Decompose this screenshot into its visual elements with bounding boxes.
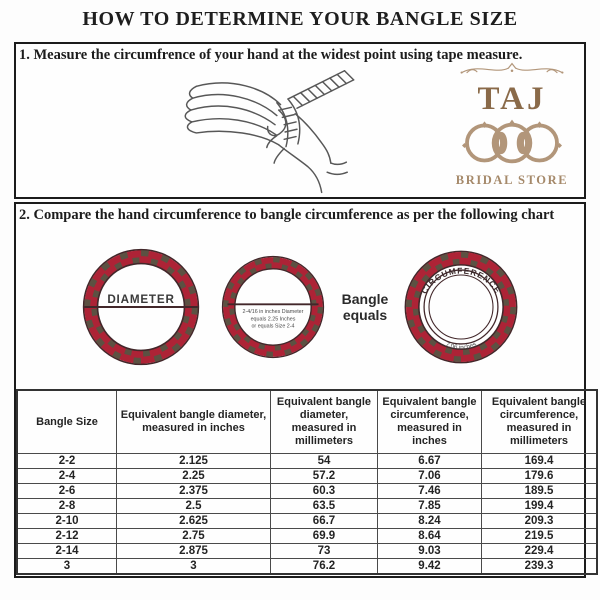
size-note-line3: or equals Size 2-4 [251, 324, 294, 330]
table-cell: 8.24 [377, 513, 482, 530]
table-cell: 179.6 [481, 468, 598, 485]
table-row: 2-10 2.625 66.7 8.24 209.3 [16, 513, 598, 530]
step2-section: 2. Compare the hand circumference to ban… [14, 202, 598, 578]
table-cell: 189.5 [481, 483, 598, 500]
bangle-diagram-row: DIAMETER 2-4/16 in inches Diameter equal… [16, 237, 584, 377]
table-cell: 8.64 [377, 528, 482, 545]
table-cell: 229.4 [481, 543, 598, 560]
bangle-diameter-figure: DIAMETER [75, 241, 207, 373]
step1-text: 1. Measure the circumfrence of your hand… [19, 47, 523, 63]
table-cell: 69.9 [270, 528, 378, 545]
table-cell: 66.7 [270, 513, 378, 530]
step2-text: 2. Compare the hand circumference to ban… [19, 207, 555, 223]
table-cell: 7.46 [377, 483, 482, 500]
infographic-page: HOW TO DETERMINE YOUR BANGLE SIZE 1. Mea… [14, 8, 598, 578]
table-cell: 2.25 [116, 468, 271, 485]
table-row: 2-8 2.5 63.5 7.85 199.4 [16, 498, 598, 515]
svg-text:7.06 inches: 7.06 inches [444, 341, 477, 351]
table-row: 2-6 2.375 60.3 7.46 189.5 [16, 483, 598, 500]
table-cell: 9.42 [377, 558, 482, 575]
logo-rings-icon [462, 119, 562, 164]
table-cell: 2-10 [16, 513, 117, 530]
table-cell: 60.3 [270, 483, 378, 500]
table-cell: 54 [270, 453, 378, 470]
table-row: 3 3 76.2 9.42 239.3 [16, 558, 598, 575]
table-cell: 2-2 [16, 453, 117, 470]
hand-tape-icon [184, 70, 355, 194]
table-cell: 3 [116, 558, 271, 575]
table-row: 2-12 2.75 69.9 8.64 219.5 [16, 528, 598, 545]
hand-measure-illustration [134, 68, 374, 201]
table-cell: 2.75 [116, 528, 271, 545]
logo-name: TAJ [477, 81, 547, 117]
bangle-circumference-figure: CIRCUMFERENCE 7.06 inches [397, 243, 525, 371]
column-header: Equivalent bangle diameter, measured in … [116, 389, 271, 455]
table-row: 2-2 2.125 54 6.67 169.4 [16, 453, 598, 470]
table-row: 2-4 2.25 57.2 7.06 179.6 [16, 468, 598, 485]
size-note-line1: 2-4/16 in inches Diameter [243, 310, 304, 316]
table-cell: 2-14 [16, 543, 117, 560]
table-cell: 57.2 [270, 468, 378, 485]
size-table-body: 2-2 2.125 54 6.67 169.4 2-4 2.25 57.2 7.06 179.6 2… [16, 453, 598, 575]
circumference-value: 7.06 inches [444, 341, 477, 351]
table-cell: 73 [270, 543, 378, 560]
table-cell: 169.4 [481, 453, 598, 470]
table-cell: 199.4 [481, 498, 598, 515]
table-cell: 2.5 [116, 498, 271, 515]
table-cell: 2-6 [16, 483, 117, 500]
logo-subtitle: BRIDAL STORE [455, 173, 569, 187]
table-cell: 63.5 [270, 498, 378, 515]
table-cell: 3 [16, 558, 117, 575]
column-header: Equivalent bangle circumference, measure… [377, 389, 482, 455]
table-cell: 7.06 [377, 468, 482, 485]
table-cell: 219.5 [481, 528, 598, 545]
table-row: 2-14 2.875 73 9.03 229.4 [16, 543, 598, 560]
table-cell: 239.3 [481, 558, 598, 575]
table-cell: 2.125 [116, 453, 271, 470]
column-header: Equivalent bangle circumference, measure… [481, 389, 598, 455]
column-header: Equivalent bangle diameter, measured in … [270, 389, 378, 455]
table-cell: 2-4 [16, 468, 117, 485]
step1-section: 1. Measure the circumfrence of your hand… [14, 42, 586, 199]
bangle-size-note-figure: 2-4/16 in inches Diameter equals 2.25 In… [215, 249, 331, 365]
bangle-equals-label: Bangle equals [341, 291, 389, 324]
table-cell: 76.2 [270, 558, 378, 575]
size-table-header: Bangle Size Equivalent bangle diameter, m… [16, 389, 598, 455]
table-cell: 2.875 [116, 543, 271, 560]
logo-flourish-icon [460, 62, 564, 74]
column-header: Bangle Size [16, 389, 117, 455]
table-cell: 2.625 [116, 513, 271, 530]
table-cell: 2-8 [16, 498, 117, 515]
table-cell: 2-12 [16, 528, 117, 545]
table-cell: 2.375 [116, 483, 271, 500]
page-title: HOW TO DETERMINE YOUR BANGLE SIZE [82, 8, 518, 30]
table-cell: 209.3 [481, 513, 598, 530]
table-cell: 7.85 [377, 498, 482, 515]
brand-logo: TAJ BRIDAL STORE [446, 60, 578, 187]
size-table: Bangle Size Equivalent bangle diameter, m… [16, 389, 598, 576]
table-cell: 9.03 [377, 543, 482, 560]
table-cell: 6.67 [377, 453, 482, 470]
size-note-line2: equals 2.25 Inches [251, 317, 296, 323]
diameter-label: DIAMETER [107, 293, 174, 306]
